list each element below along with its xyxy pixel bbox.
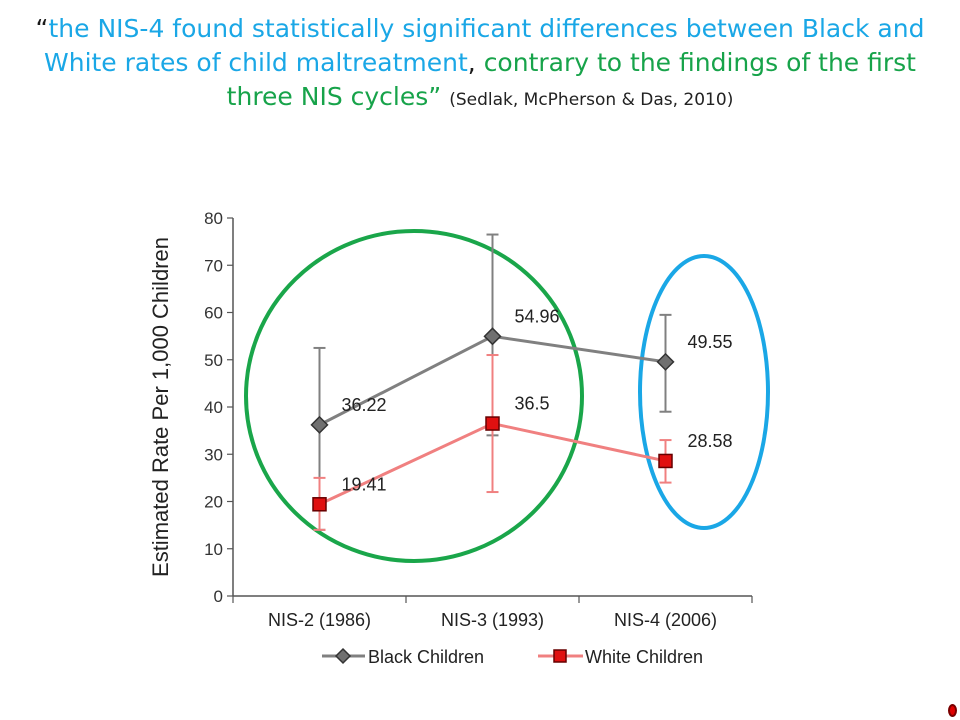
black-children-data-label: 36.22 xyxy=(342,395,387,415)
black-children-data-label: 54.96 xyxy=(515,306,560,326)
white-children-data-label: 36.5 xyxy=(515,394,550,414)
x-tick-label: NIS-2 (1986) xyxy=(268,610,371,630)
white-children-point xyxy=(312,497,327,512)
quote-citation: (Sedlak, McPherson & Das, 2010) xyxy=(449,90,734,110)
y-tick-label: 70 xyxy=(204,256,223,275)
black-children-data-label: 49.55 xyxy=(688,332,733,352)
y-tick-label: 60 xyxy=(204,304,223,323)
y-tick-label: 40 xyxy=(204,398,223,417)
black-children-point xyxy=(310,415,329,434)
white-children-data-label: 19.41 xyxy=(342,474,387,494)
legend-black-label: Black Children xyxy=(368,647,484,667)
x-tick-label: NIS-4 (2006) xyxy=(614,610,717,630)
quote-comma: , xyxy=(467,48,484,77)
slide-marker-dot xyxy=(948,704,957,717)
legend-white-label: White Children xyxy=(585,647,703,667)
black-children-point xyxy=(483,327,502,346)
y-tick-label: 80 xyxy=(204,209,223,228)
blue-highlight-ellipse xyxy=(638,254,770,530)
y-tick-label: 10 xyxy=(204,540,223,559)
y-tick-label: 30 xyxy=(204,445,223,464)
quote-open-mark: “ xyxy=(35,14,49,43)
quote-part-1: the NIS-4 found statistically significan… xyxy=(44,14,925,77)
white-children-point xyxy=(485,416,500,431)
quote-part-2: contrary to the findings of the first th… xyxy=(226,48,916,111)
x-tick-label: NIS-3 (1993) xyxy=(441,610,544,630)
white-children-data-label: 28.58 xyxy=(688,431,733,451)
white-children-point xyxy=(658,453,673,469)
legend-black-marker xyxy=(334,647,352,665)
y-tick-label: 0 xyxy=(214,587,223,606)
y-axis-label: Estimated Rate Per 1,000 Children xyxy=(148,237,173,577)
quote-close-mark: ” xyxy=(428,82,442,111)
y-tick-label: 50 xyxy=(204,351,223,370)
green-highlight-circle xyxy=(244,229,584,563)
quote-heading: “the NIS-4 found statistically significa… xyxy=(30,12,930,117)
legend-white-marker xyxy=(553,649,567,663)
y-tick-label: 20 xyxy=(204,493,223,512)
black-children-point xyxy=(656,352,675,371)
